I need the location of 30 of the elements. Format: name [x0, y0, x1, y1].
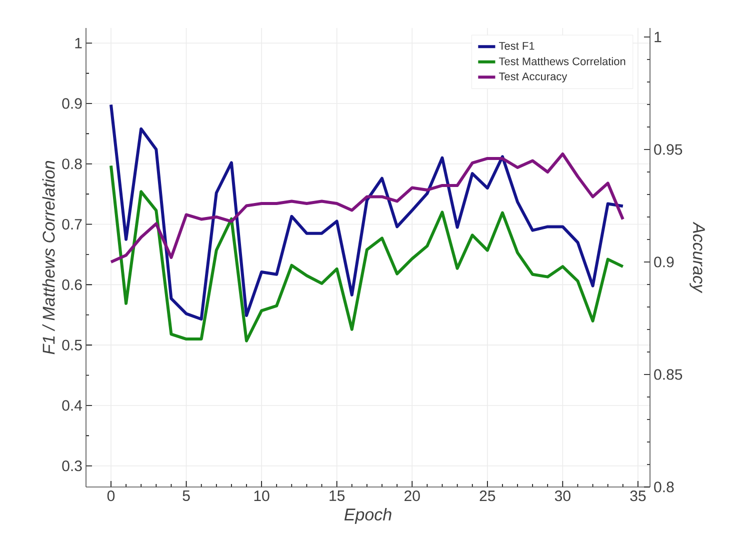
- legend-label: Test F1: [498, 42, 534, 50]
- x-tick-label: 25: [480, 490, 496, 502]
- y-tick-label: 1: [75, 38, 82, 48]
- y2-tick-label: 0.9: [654, 256, 674, 268]
- y-tick-label: 0.6: [62, 279, 82, 290]
- line-series: [110, 152, 624, 264]
- y-tick-label: 0.7: [62, 218, 82, 230]
- y-axis-title: F1 / Matthews Correlation: [42, 160, 55, 354]
- line-series: [109, 103, 624, 321]
- x-axis-title: Epoch: [344, 508, 392, 524]
- x-tick-label: 35: [630, 490, 646, 502]
- y2-axis-title: Accuracy: [690, 222, 705, 294]
- y-tick-label: 0.8: [62, 158, 82, 170]
- y-tick-label: 0.5: [62, 340, 82, 350]
- legend-label: Test Matthews Correlation: [498, 57, 626, 66]
- line-series: [109, 164, 624, 342]
- y2-tick-label: 0.8: [654, 482, 674, 492]
- y2-tick-label: 0.95: [654, 144, 682, 155]
- y-tick-label: 0.9: [62, 98, 82, 109]
- x-tick-label: 0: [107, 490, 115, 502]
- x-tick-label: 5: [182, 490, 190, 501]
- legend-label: Test Accuracy: [498, 72, 568, 82]
- x-tick-label: 20: [404, 490, 420, 502]
- x-tick-label: 30: [554, 490, 570, 502]
- x-tick-label: 10: [254, 490, 270, 502]
- y-tick-label: 0.3: [62, 460, 82, 472]
- y2-tick-label: 1: [654, 32, 662, 42]
- y2-tick-label: 0.85: [654, 369, 682, 380]
- x-tick-label: 15: [330, 490, 345, 501]
- y-tick-label: 0.4: [62, 400, 82, 411]
